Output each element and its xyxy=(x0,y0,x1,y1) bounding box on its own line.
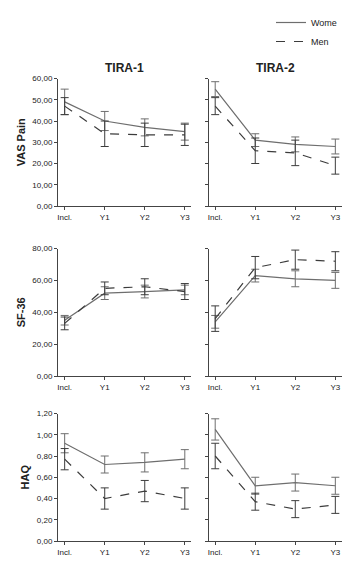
svg-text:Y2: Y2 xyxy=(140,548,150,557)
svg-text:VAS Pain: VAS Pain xyxy=(15,118,27,166)
svg-text:Y3: Y3 xyxy=(330,548,340,557)
svg-text:Y3: Y3 xyxy=(180,548,190,557)
svg-text:Y3: Y3 xyxy=(180,213,190,222)
svg-text:1,00: 1,00 xyxy=(37,431,53,440)
svg-text:0,80: 0,80 xyxy=(37,452,53,461)
svg-text:30,00: 30,00 xyxy=(32,138,53,147)
svg-text:HAQ: HAQ xyxy=(19,465,31,490)
svg-text:0,00: 0,00 xyxy=(37,372,53,381)
svg-text:1,20: 1,20 xyxy=(37,409,53,418)
svg-text:Y3: Y3 xyxy=(180,383,190,392)
svg-text:Y2: Y2 xyxy=(290,548,300,557)
svg-text:Y1: Y1 xyxy=(100,548,110,557)
svg-text:60,00: 60,00 xyxy=(32,74,53,83)
svg-text:10,00: 10,00 xyxy=(32,181,53,190)
svg-text:40,00: 40,00 xyxy=(32,308,53,317)
svg-text:20,00: 20,00 xyxy=(32,159,53,168)
svg-text:0,40: 0,40 xyxy=(37,494,53,503)
svg-text:Wome: Wome xyxy=(311,18,337,28)
svg-text:0,20: 0,20 xyxy=(37,516,53,525)
svg-text:20,00: 20,00 xyxy=(32,340,53,349)
svg-text:Incl.: Incl. xyxy=(208,213,223,222)
svg-text:Incl.: Incl. xyxy=(57,383,72,392)
svg-text:Y1: Y1 xyxy=(100,383,110,392)
svg-text:Y2: Y2 xyxy=(140,383,150,392)
svg-text:40,00: 40,00 xyxy=(32,117,53,126)
svg-text:Y2: Y2 xyxy=(140,213,150,222)
svg-text:Incl.: Incl. xyxy=(57,548,72,557)
svg-text:Incl.: Incl. xyxy=(208,548,223,557)
svg-text:Incl.: Incl. xyxy=(57,213,72,222)
svg-text:80,00: 80,00 xyxy=(32,244,53,253)
svg-text:TIRA-1: TIRA-1 xyxy=(105,61,144,75)
svg-text:TIRA-2: TIRA-2 xyxy=(256,61,295,75)
svg-text:Y2: Y2 xyxy=(290,213,300,222)
svg-text:50,00: 50,00 xyxy=(32,96,53,105)
svg-text:Men: Men xyxy=(311,37,329,47)
svg-text:Y1: Y1 xyxy=(250,213,260,222)
svg-text:0,00: 0,00 xyxy=(37,202,53,211)
svg-text:Incl.: Incl. xyxy=(208,383,223,392)
svg-text:Y3: Y3 xyxy=(330,213,340,222)
svg-text:Y3: Y3 xyxy=(330,383,340,392)
svg-text:SF-36: SF-36 xyxy=(15,297,27,327)
svg-text:Y1: Y1 xyxy=(100,213,110,222)
svg-text:Y2: Y2 xyxy=(290,383,300,392)
svg-text:Y1: Y1 xyxy=(250,548,260,557)
svg-text:Y1: Y1 xyxy=(250,383,260,392)
svg-text:0,00: 0,00 xyxy=(37,537,53,546)
svg-text:60,00: 60,00 xyxy=(32,276,53,285)
svg-text:0,60: 0,60 xyxy=(37,473,53,482)
